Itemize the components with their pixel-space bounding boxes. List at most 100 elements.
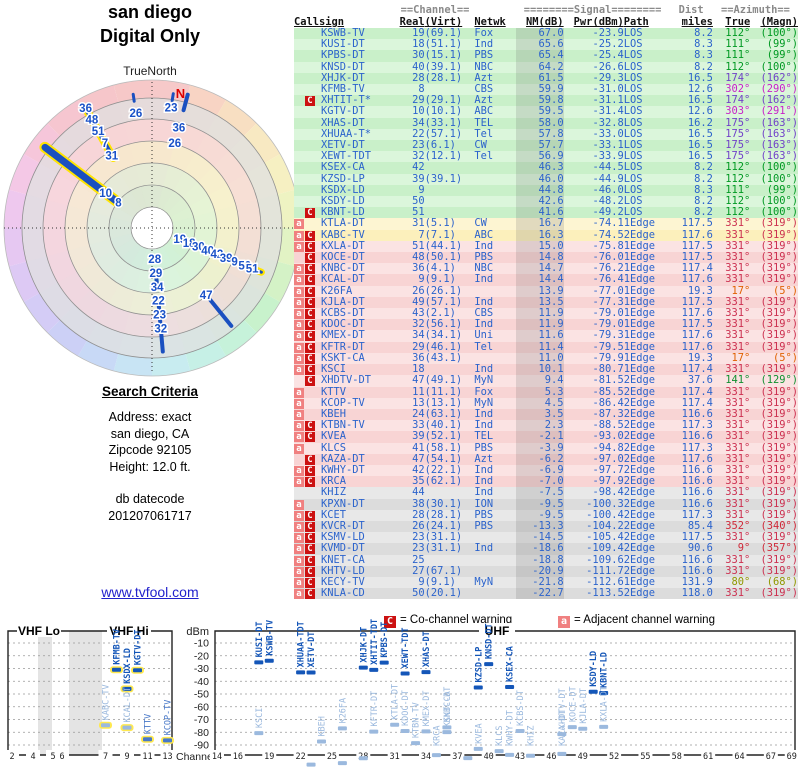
real-channel-cell: 43 <box>412 308 425 320</box>
station-label: KRCA <box>432 726 442 746</box>
station-bar <box>306 670 316 675</box>
true-azimuth-cell: 174° <box>725 72 751 84</box>
station-bar <box>599 724 609 729</box>
distance-cell: 117.5 <box>681 252 713 264</box>
power-cell: -94.8 <box>592 442 624 454</box>
virtual-channel-cell: (31.1) <box>424 543 463 555</box>
channel-tick-label: 19 <box>264 752 274 762</box>
virtual-channel-cell: (43.1) <box>424 352 463 364</box>
virtual-channel-cell: (11.1) <box>424 386 463 398</box>
radar-channel-label: 28 <box>148 254 161 266</box>
path-cell: 2Edge <box>623 464 655 476</box>
noise-margin-cell: -9.5 <box>515 509 564 521</box>
power-cell: -29.3 <box>592 72 624 84</box>
path-cell: 1Edge <box>623 308 655 320</box>
network-cell: Azt <box>474 453 494 465</box>
radar-channel-label: 19 <box>173 234 186 246</box>
page-title: san diego <box>107 2 192 22</box>
virtual-channel-cell <box>425 487 475 498</box>
callsign-cell: KTBN-TV <box>320 420 365 432</box>
warning-marks: aC <box>294 443 321 454</box>
co-channel-warning-badge: C <box>305 342 315 353</box>
virtual-channel-cell: (9.1) <box>424 274 456 286</box>
noise-margin-cell: 46.0 <box>515 173 564 185</box>
network-cell: Azt <box>474 72 494 84</box>
path-cell: 1Edge <box>623 319 655 331</box>
true-azimuth-cell: 175° <box>725 117 751 129</box>
power-cell: -109.6 <box>586 554 624 566</box>
power-cell: -100.3 <box>586 498 624 510</box>
radar-channel-label: 42 <box>211 249 224 261</box>
table-row: a C KHTV-LD 27 (67.1) -20.9 -111.7 2Edge 116.6 33… <box>294 565 798 577</box>
virtual-channel-cell: (26.1) <box>424 285 463 297</box>
virtual-channel-cell: (44.1) <box>424 240 463 252</box>
virtual-channel-cell: (4.1) <box>424 263 456 275</box>
true-azimuth-cell: 331° <box>725 431 751 443</box>
true-azimuth-cell: 331° <box>725 386 751 398</box>
true-azimuth-cell: 80° <box>731 576 751 588</box>
true-azimuth-cell: 331° <box>725 476 751 488</box>
real-channel-cell: 28 <box>412 72 425 84</box>
radar-channel-label: 30 <box>192 242 205 254</box>
distance-cell: 118.0 <box>681 588 713 600</box>
true-azimuth-cell: 331° <box>725 274 751 286</box>
true-azimuth-cell: 303° <box>725 106 751 118</box>
noise-margin-cell: -22.7 <box>515 588 564 600</box>
distance-cell: 37.6 <box>687 375 713 387</box>
distance-cell: 117.4 <box>681 386 713 398</box>
network-cell: MyN <box>474 397 494 409</box>
callsign-cell: KBEH <box>320 408 346 420</box>
path-cell: 1Edge <box>623 252 655 264</box>
power-cell: -79.0 <box>592 308 624 320</box>
adjacent-channel-text: = Adjacent channel warning <box>574 614 715 626</box>
virtual-channel-cell: (12.1) <box>424 151 463 163</box>
channel-tick-label: 14 <box>212 752 222 762</box>
power-cell: -74.5 <box>592 229 624 241</box>
station-label: KNBC-DT <box>443 687 453 723</box>
callsign-cell: KMEX-DT <box>320 330 365 342</box>
power-cell: -32.8 <box>592 117 624 129</box>
magnetic-azimuth-cell: (319°) <box>760 498 798 510</box>
virtual-channel-cell: (67.1) <box>424 565 463 577</box>
tick-gap <box>293 750 308 760</box>
magnetic-azimuth-cell: (319°) <box>760 453 798 465</box>
radar-channel-label: 7 <box>102 138 108 150</box>
power-cell: -33.1 <box>592 140 624 152</box>
adjacent-warning-badge: a <box>294 353 304 364</box>
band-label: VHF Lo <box>18 624 60 638</box>
station-label: KNSD-DT <box>485 623 495 659</box>
station-label: KSKT-CA <box>443 691 453 727</box>
magnetic-azimuth-cell: (319°) <box>760 218 798 230</box>
network-cell: MyN <box>474 576 494 588</box>
channel-tick-label: 2 <box>9 752 14 762</box>
true-azimuth-cell: 112° <box>725 207 751 219</box>
station-bar <box>567 725 577 730</box>
true-azimuth-cell: 112° <box>725 61 751 73</box>
callsign-cell: KTLA-DT <box>320 218 365 230</box>
virtual-channel-cell <box>425 185 475 196</box>
station-label: KHIZ <box>527 726 537 746</box>
noise-margin-cell: 11.6 <box>515 330 564 342</box>
distance-cell: 8.2 <box>694 207 713 219</box>
virtual-channel-cell: (29.1) <box>424 95 463 107</box>
true-azimuth-cell: 331° <box>725 252 751 264</box>
station-spoke <box>170 92 175 103</box>
tick-gap <box>46 750 60 760</box>
search-criteria-line: san diego, CA <box>110 426 190 441</box>
network-cell: ABC <box>474 229 494 241</box>
table-row: a C KXLA-DT 51 (44.1) Ind 15.0 -75.8 1Edge 117.5 3… <box>294 240 798 253</box>
tvfool-link[interactable]: www.tvfool.com <box>101 584 199 600</box>
channel-tick-label: 64 <box>734 752 744 762</box>
station-bar <box>122 686 132 691</box>
callsign-cell: KNSD-DT <box>320 61 365 73</box>
callsign-cell: KJLA-DT <box>320 296 365 308</box>
virtual-channel-cell: (15.1) <box>424 50 463 62</box>
